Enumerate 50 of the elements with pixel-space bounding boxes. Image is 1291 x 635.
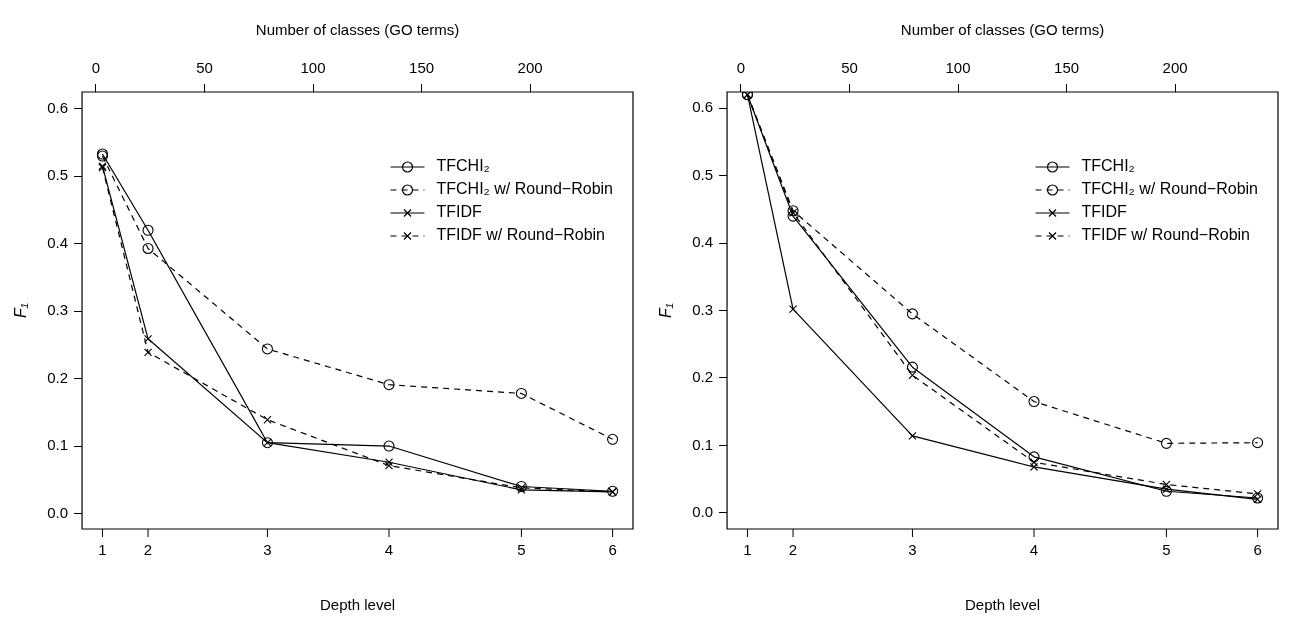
x-tick-label: 150 bbox=[409, 59, 435, 77]
x-axis-title: Number of classes (GO terms) bbox=[255, 21, 460, 39]
legend-label: TFIDF bbox=[436, 203, 483, 221]
legend-label: TFIDF bbox=[1081, 203, 1128, 221]
y-tick-label: 0.4 bbox=[692, 233, 714, 251]
x-tick-label: 200 bbox=[517, 59, 543, 77]
legend-label: TFCHI₂ w/ Round−Robin bbox=[1081, 180, 1258, 198]
legend-label: TFCHI₂ bbox=[436, 157, 490, 175]
y-tick-label: 0.1 bbox=[47, 436, 69, 454]
x-tick-label: 50 bbox=[841, 59, 858, 77]
annotation: 4 bbox=[1029, 540, 1039, 558]
annotation: 5 bbox=[1162, 540, 1171, 558]
annotation: 6 bbox=[1253, 540, 1262, 558]
legend-label: TFCHI₂ bbox=[1081, 157, 1135, 175]
y-tick-label: 0.2 bbox=[47, 368, 69, 386]
y-tick-label: 0.0 bbox=[47, 503, 69, 521]
annotation: 1 bbox=[98, 540, 107, 558]
y-axis-title: F₁ bbox=[657, 303, 675, 318]
annotation: 2 bbox=[143, 540, 153, 558]
x-tick-label: 50 bbox=[196, 59, 213, 77]
x-tick-label: 100 bbox=[945, 59, 971, 77]
y-tick-label: 0.3 bbox=[692, 300, 714, 318]
annotation: 6 bbox=[608, 540, 617, 558]
annotation: 3 bbox=[263, 540, 272, 558]
annotation: 2 bbox=[788, 540, 798, 558]
y-tick-label: 0.6 bbox=[692, 98, 714, 116]
y-tick-label: 0.2 bbox=[692, 368, 714, 386]
x-tick-label: 100 bbox=[300, 59, 326, 77]
y-tick-label: 0.5 bbox=[47, 166, 69, 184]
x-tick-label: 0 bbox=[91, 59, 101, 77]
annotation: 3 bbox=[908, 540, 917, 558]
x-tick-label: 0 bbox=[736, 59, 746, 77]
legend-label: TFCHI₂ w/ Round−Robin bbox=[436, 180, 613, 198]
x-tick-label: 200 bbox=[1162, 59, 1188, 77]
legend-label: TFIDF w/ Round−Robin bbox=[1081, 226, 1251, 244]
x-tick-label: 150 bbox=[1054, 59, 1080, 77]
annotation: 1 bbox=[743, 540, 752, 558]
x2-axis-title: Depth level bbox=[965, 596, 1041, 614]
y-tick-label: 0.0 bbox=[692, 502, 714, 520]
y-axis-title: F₁ bbox=[12, 303, 30, 318]
x-axis-title: Number of classes (GO terms) bbox=[900, 21, 1105, 39]
y-tick-label: 0.5 bbox=[692, 165, 714, 183]
y-tick-label: 0.1 bbox=[692, 435, 714, 453]
y-tick-label: 0.6 bbox=[47, 99, 69, 116]
annotation: 4 bbox=[384, 540, 394, 558]
x2-axis-title: Depth level bbox=[320, 596, 396, 614]
y-tick-label: 0.4 bbox=[47, 233, 69, 251]
annotation: 5 bbox=[517, 540, 526, 558]
legend-label: TFIDF w/ Round−Robin bbox=[436, 226, 606, 244]
y-tick-label: 0.3 bbox=[47, 301, 69, 319]
